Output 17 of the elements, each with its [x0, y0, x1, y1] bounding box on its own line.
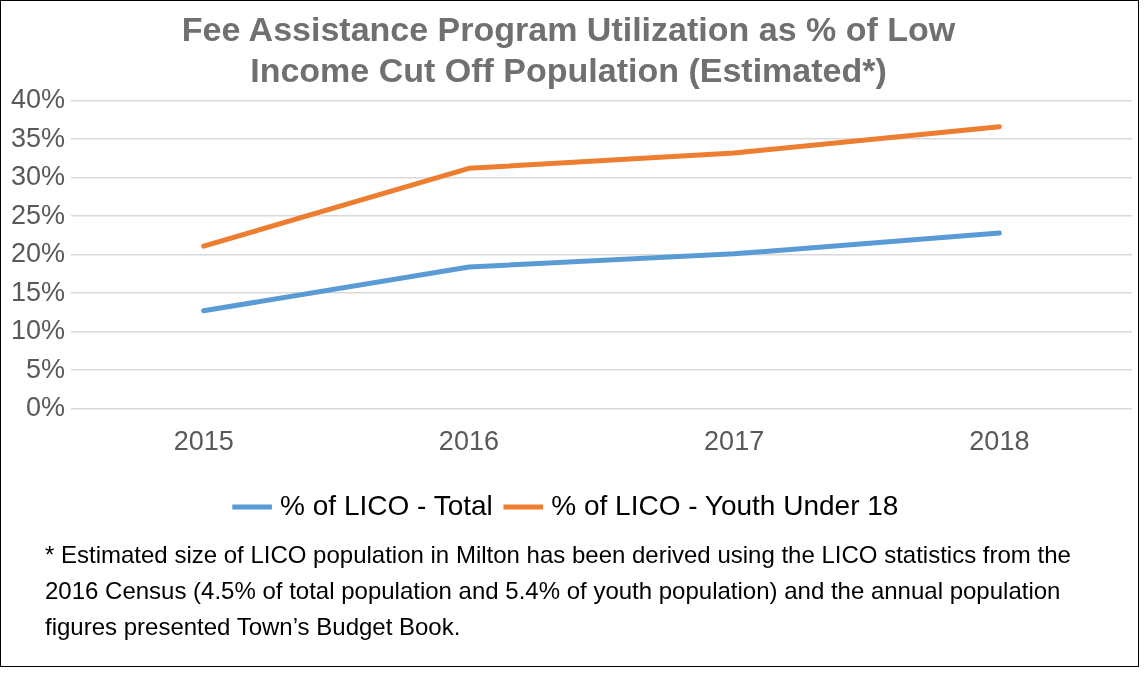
y-tick-label: 5%: [26, 353, 66, 384]
legend-label: % of LICO - Youth Under 18: [551, 489, 899, 521]
text: * Estimated size of LICO population in Milton has been derived using the LICO statistics from the 2016 Census (4.5% of total population and 5.4% of youth population) and the annual population figures presented Town’s Budget Book.: [44, 540, 1072, 642]
x-tick-label: 2017: [704, 426, 765, 457]
y-tick-label: 25%: [10, 199, 66, 230]
legend-label: % of LICO - Total: [280, 489, 493, 521]
y-tick-label: 0%: [26, 392, 66, 423]
y-tick-label: 10%: [10, 315, 66, 346]
y-tick-label: 40%: [10, 84, 66, 115]
x-tick-label: 2018: [969, 426, 1030, 457]
x-tick-label: 2015: [173, 426, 234, 457]
y-tick-label: 30%: [10, 161, 66, 192]
y-tick-label: 35%: [10, 122, 66, 153]
x-tick-label: 2016: [438, 426, 499, 457]
chart-title: Fee Assistance Program Utilization as % of Low Income Cut Off Population (Estimated*): [181, 9, 956, 89]
y-tick-label: 20%: [10, 238, 66, 269]
y-tick-label: 15%: [10, 276, 66, 307]
